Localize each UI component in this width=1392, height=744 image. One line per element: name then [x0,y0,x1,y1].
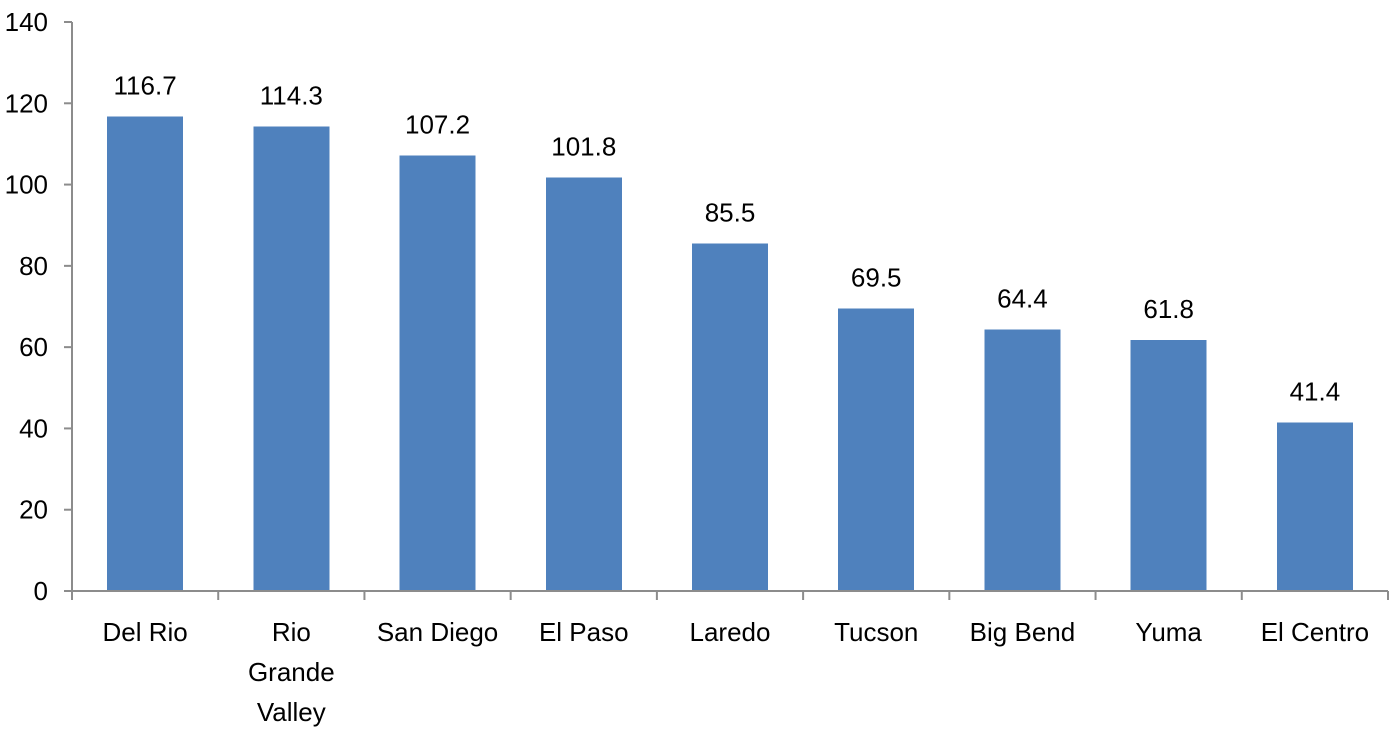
x-tick-label: Rio Grande Valley [248,617,335,727]
x-tick-label: El Centro [1261,617,1369,647]
y-axis: 0 20 40 60 80 100 120 140 [5,7,73,606]
data-label: 116.7 [114,71,177,101]
bar [1130,339,1207,591]
x-tick-label: Laredo [690,617,771,647]
x-axis: Del Rio Rio Grande Valley San Diego El Paso La… [71,590,1389,727]
bar [399,155,476,591]
data-label: 61.8 [1143,294,1194,324]
bar [984,329,1061,591]
bar [545,177,622,591]
data-labels: 116.7 114.3 107.2 101.8 85.5 69.5 64.4 61.8 41.4 [114,71,1341,407]
data-label: 114.3 [260,80,323,110]
y-tick-label: 40 [19,413,48,443]
x-tick-label: Tucson [834,617,918,647]
x-tick-label: El Paso [539,617,629,647]
x-tick-label: Big Bend [970,617,1076,647]
y-tick-label: 100 [5,170,48,200]
x-tick-label: San Diego [377,617,498,647]
y-tick-label: 120 [5,88,48,118]
y-tick-label: 80 [19,251,48,281]
bar [253,126,330,591]
bar [838,308,915,591]
bar [1276,422,1353,591]
y-tick-label: 20 [19,495,48,525]
data-label: 85.5 [705,198,756,228]
bars [107,116,1353,591]
data-label: 69.5 [851,263,902,293]
y-tick-label: 140 [5,7,48,37]
x-tick-label: Del Rio [102,617,187,647]
data-label: 101.8 [551,131,616,161]
x-tick-label: Yuma [1135,617,1202,647]
data-label: 64.4 [997,283,1048,313]
bar [691,243,769,591]
y-tick-label: 0 [34,576,48,606]
data-label: 107.2 [405,109,470,139]
y-tick-label: 60 [19,332,48,362]
data-label: 41.4 [1290,377,1341,407]
bar [107,116,184,591]
